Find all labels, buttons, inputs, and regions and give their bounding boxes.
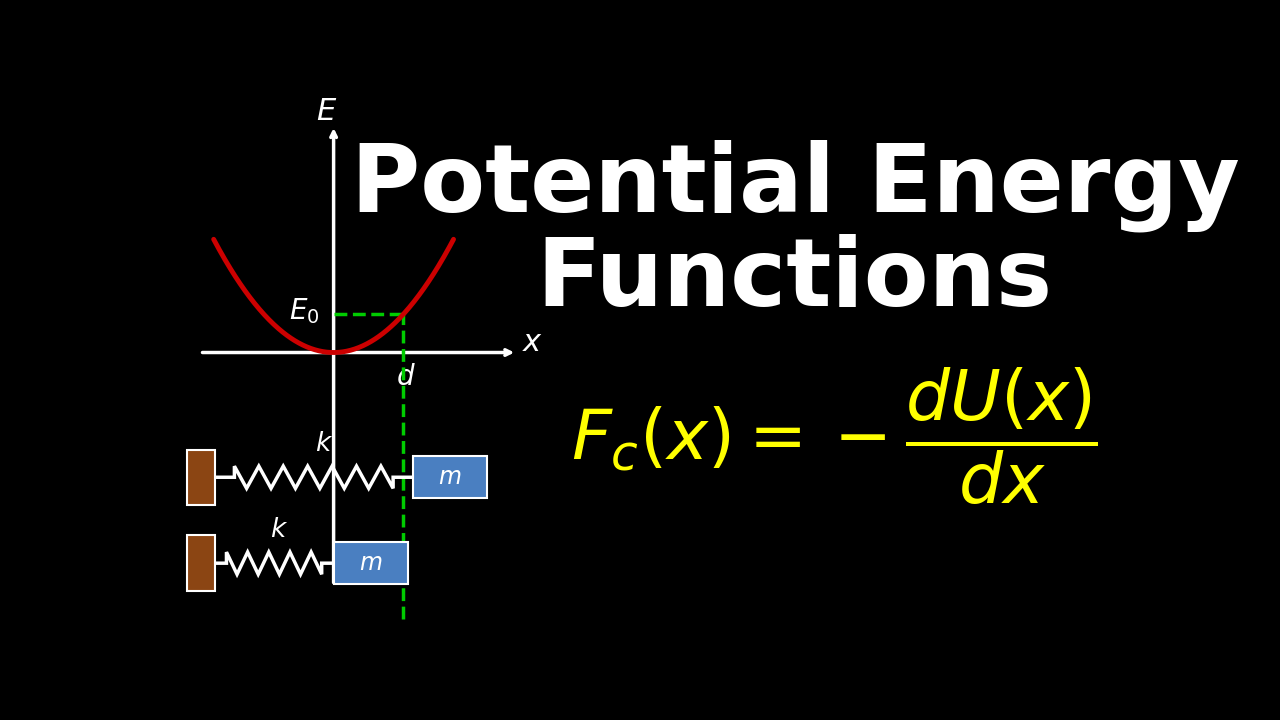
Text: $m$: $m$ [439, 465, 462, 490]
Text: $m$: $m$ [360, 552, 383, 575]
Bar [187, 536, 215, 591]
Text: x: x [524, 328, 541, 357]
Bar [334, 542, 408, 584]
Text: Functions: Functions [536, 235, 1053, 326]
Bar [187, 449, 215, 505]
Text: $k$: $k$ [270, 517, 288, 543]
Text: $E_0$: $E_0$ [288, 297, 319, 326]
Bar [413, 456, 488, 498]
Text: Potential Energy: Potential Energy [351, 140, 1239, 233]
Text: $k$: $k$ [315, 431, 333, 457]
Text: $d$: $d$ [397, 364, 416, 392]
Text: E: E [316, 97, 335, 126]
Text: $F_c(x) = -\dfrac{dU(x)}{dx}$: $F_c(x) = -\dfrac{dU(x)}{dx}$ [571, 365, 1098, 507]
